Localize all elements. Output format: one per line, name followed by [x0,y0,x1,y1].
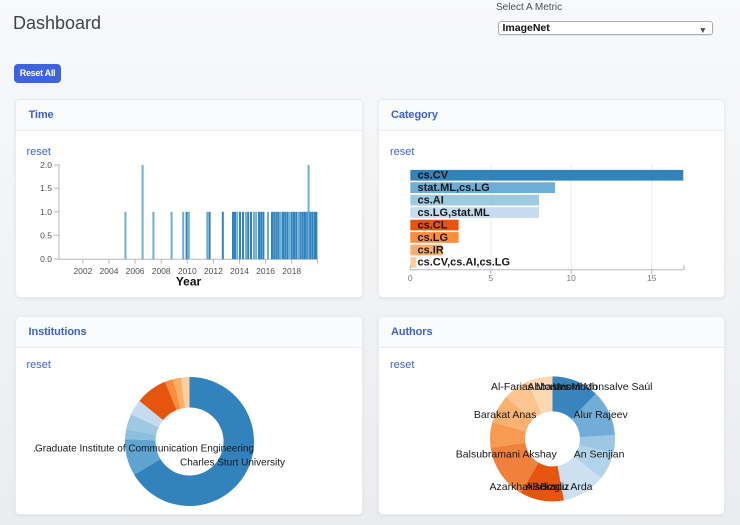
svg-text:2016: 2016 [256,266,275,276]
svg-text:2018: 2018 [282,266,301,276]
svg-text:2004: 2004 [100,266,119,276]
svg-text:.: . [33,443,36,454]
svg-text:cs.CV,cs.AI,cs.LG: cs.CV,cs.AI,cs.LG [417,256,510,268]
svg-text:stat.ML,cs.LG: stat.ML,cs.LG [417,182,489,194]
svg-text:5: 5 [488,273,493,283]
svg-text:0: 0 [407,273,412,283]
svg-text:Uriom Monsalve Saúl: Uriom Monsalve Saúl [552,381,652,393]
svg-text:Charles Sturt University: Charles Sturt University [180,457,285,468]
svg-text:Abbasov Mboh: Abbasov Mboh [527,381,597,393]
svg-text:Graduate Institute of Communic: Graduate Institute of Communication Engi… [35,443,254,454]
svg-text:cs.LG,stat.ML: cs.LG,stat.ML [417,206,489,218]
svg-text:cs.CV: cs.CV [417,169,448,181]
svg-text:0.5: 0.5 [40,230,52,240]
svg-text:Barakat Anas: Barakat Anas [473,409,535,421]
svg-text:Al-Farias Montes: Al-Farias Montes [491,381,570,393]
svg-text:Year: Year [176,274,202,288]
svg-text:1.0: 1.0 [40,206,52,216]
svg-text:2002: 2002 [73,266,92,276]
svg-text:2008: 2008 [152,266,171,276]
svg-text:cs.LG: cs.LG [417,231,448,243]
svg-text:2.0: 2.0 [40,160,52,170]
svg-text:0.0: 0.0 [40,253,52,263]
svg-text:10: 10 [566,273,576,283]
svg-text:2012: 2012 [204,266,223,276]
svg-text:ABckaoiz: ABckaoiz [525,481,569,493]
svg-text:cs.CL: cs.CL [417,219,447,231]
svg-text:15: 15 [646,273,656,283]
svg-text:Azarkhalili Bcs: Azarkhalili Bcs [489,481,557,493]
svg-text:1.5: 1.5 [40,183,52,193]
svg-text:cs.IR: cs.IR [417,244,443,256]
svg-text:Alur Rajeev: Alur Rajeev [573,409,628,421]
svg-text:soizglu Arda: soizglu Arda [535,481,592,493]
svg-text:2010: 2010 [178,266,197,276]
svg-text:2006: 2006 [126,266,145,276]
svg-text:2014: 2014 [230,266,249,276]
svg-text:An Senjian: An Senjian [573,448,624,460]
svg-text:cs.AI: cs.AI [417,194,443,206]
svg-text:Balsubramani Akshay: Balsubramani Akshay [455,448,557,460]
